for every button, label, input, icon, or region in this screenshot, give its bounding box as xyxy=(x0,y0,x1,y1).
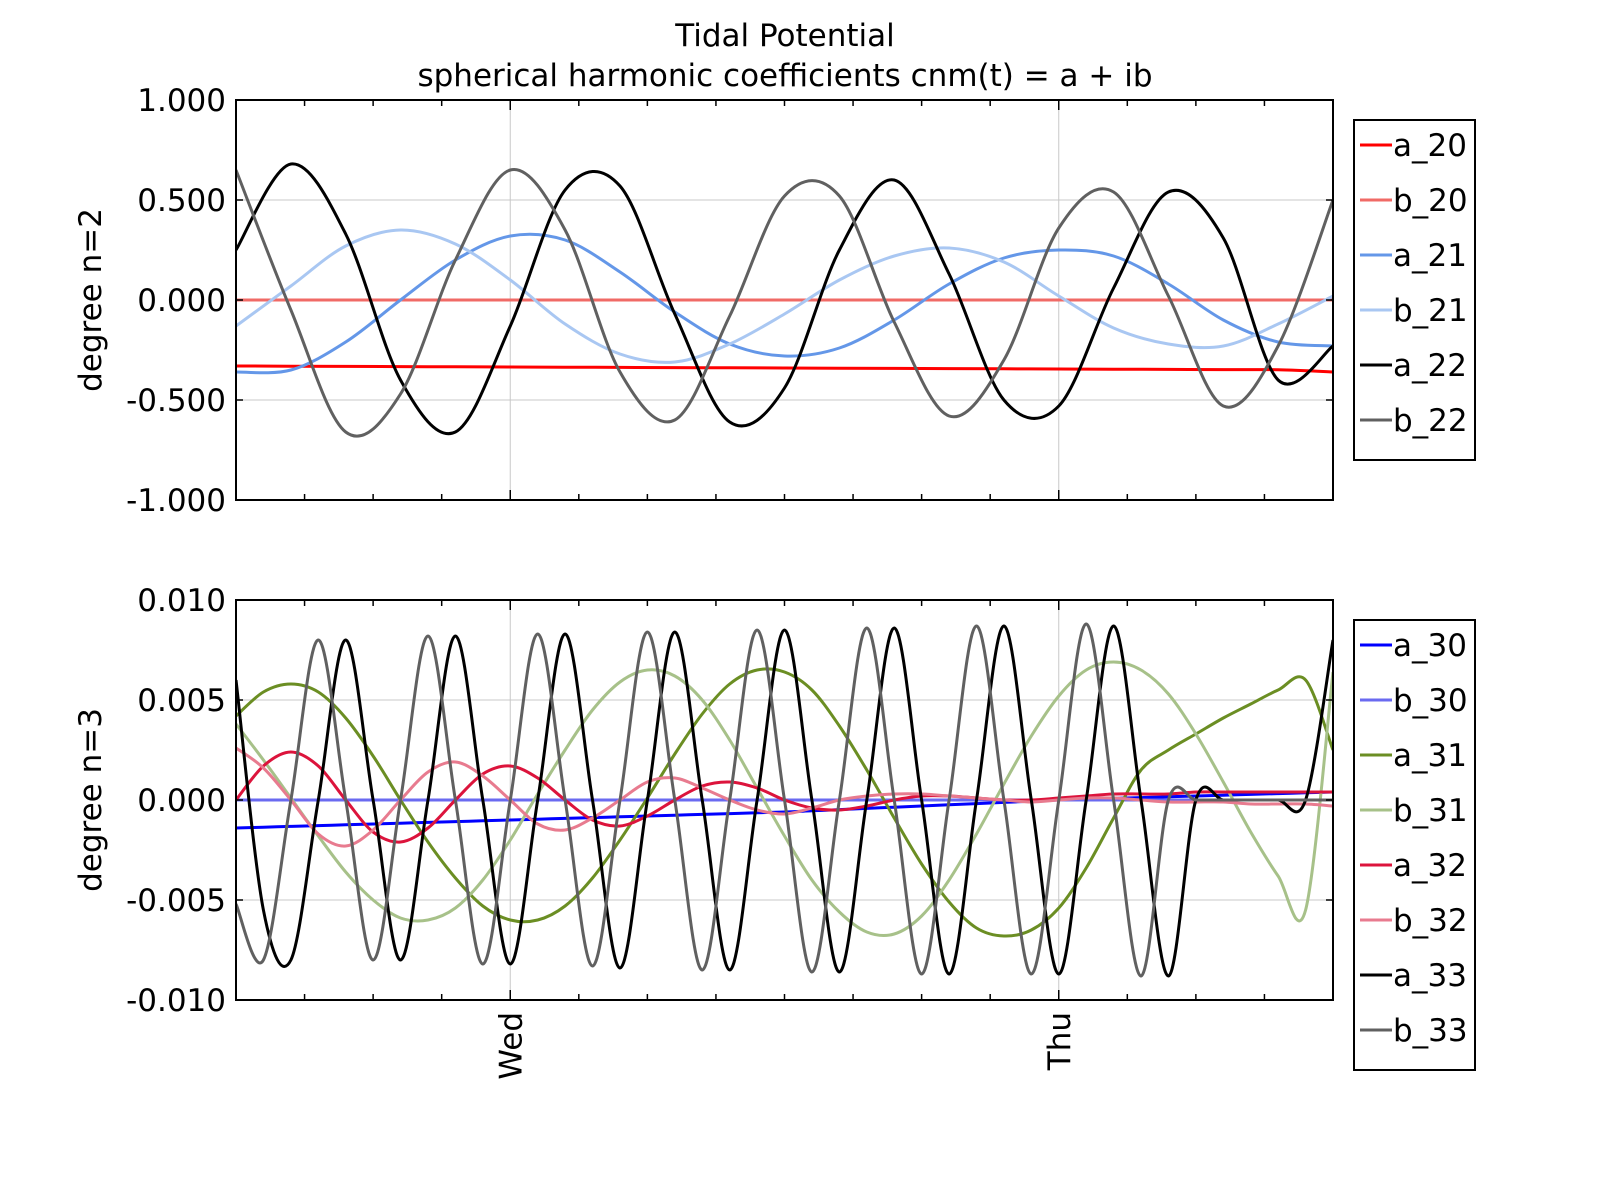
y-tick-label: 1.000 xyxy=(137,83,226,119)
y-tick-label: 0.005 xyxy=(137,683,226,719)
legend-label: b_21 xyxy=(1393,293,1468,329)
chart-subtitle: spherical harmonic coefficients cnm(t) =… xyxy=(417,58,1152,94)
legend-label: b_30 xyxy=(1393,683,1468,719)
legend-frame xyxy=(1353,119,1476,461)
legend-label: b_22 xyxy=(1393,403,1468,439)
series-group xyxy=(236,162,1333,438)
legend-label: b_20 xyxy=(1393,183,1468,219)
legend: a_30 b_30 a_31 b_31 a_32 b_32 a_33 b_33 xyxy=(1353,619,1476,1071)
y-axis-label: degree n=3 xyxy=(73,708,109,892)
y-tick-label: -1.000 xyxy=(126,483,226,519)
series-line-b-21 xyxy=(236,228,1333,364)
legend: a_20 b_20 a_21 b_21 a_22 b_22 xyxy=(1353,119,1476,461)
legend-label: a_20 xyxy=(1393,128,1467,164)
series-line-a-22 xyxy=(236,162,1333,436)
panel-degree-2: 1.000 0.500 0.000 -0.500 -1.000 degree n=2 a_2… xyxy=(73,83,1476,519)
chart-title: Tidal Potential xyxy=(674,18,895,54)
x-tick-label: Wed xyxy=(493,1012,529,1080)
series-line-b-32 xyxy=(236,746,1333,848)
y-tick-label: 0.000 xyxy=(137,283,226,319)
y-axis-label: degree n=2 xyxy=(73,208,109,392)
legend-label: a_22 xyxy=(1393,348,1467,384)
y-tick-label: 0.010 xyxy=(137,583,226,619)
panel-degree-3: 0.010 0.005 0.000 -0.005 -0.010 Wed Thu degree … xyxy=(73,583,1476,1080)
y-tick-label: -0.005 xyxy=(126,883,226,919)
series-line-a-21 xyxy=(236,232,1333,375)
series-line-a-31 xyxy=(236,667,1333,938)
series-line-a-30 xyxy=(236,790,1333,830)
series-line-a-20 xyxy=(236,364,1333,374)
legend-label: b_31 xyxy=(1393,793,1468,829)
series-line-b-22 xyxy=(236,168,1333,438)
x-tick-label: Thu xyxy=(1042,1012,1078,1071)
y-tick-label: 0.000 xyxy=(137,783,226,819)
series-group xyxy=(236,622,1333,978)
legend-label: b_32 xyxy=(1393,903,1468,939)
y-tick-label: -0.500 xyxy=(126,383,226,419)
legend-label: a_32 xyxy=(1393,848,1467,884)
legend-label: a_30 xyxy=(1393,628,1467,664)
legend-label: a_21 xyxy=(1393,238,1467,274)
legend-label: a_33 xyxy=(1393,958,1467,994)
series-line-b-31 xyxy=(236,660,1333,938)
series-line-b-33 xyxy=(236,622,1333,978)
legend-frame xyxy=(1353,619,1476,1071)
y-tick-label: -0.010 xyxy=(126,983,226,1019)
legend-label: b_33 xyxy=(1393,1013,1468,1049)
y-tick-label: 0.500 xyxy=(137,183,226,219)
series-line-a-33 xyxy=(236,624,1333,978)
legend-label: a_31 xyxy=(1393,738,1467,774)
